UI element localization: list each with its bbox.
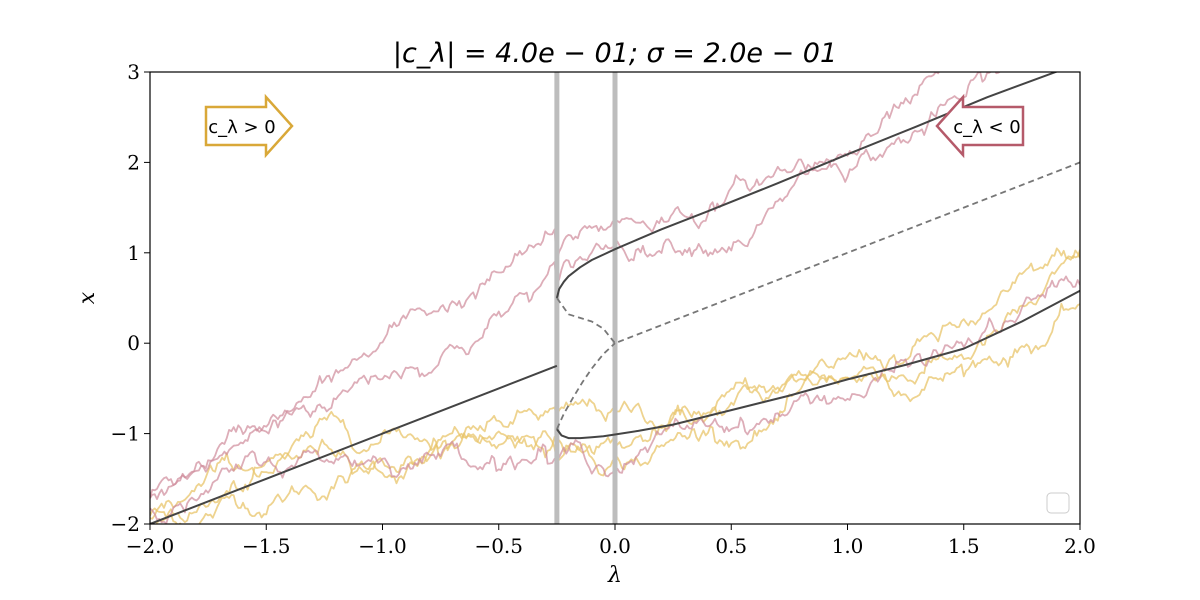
x-tick-label: 0.5 xyxy=(715,534,747,558)
annotation-arrow-right: c_λ > 0 xyxy=(204,93,294,159)
x-tick-label: −1.5 xyxy=(242,534,291,558)
x-tick-label: −0.5 xyxy=(474,534,523,558)
series-line-2 xyxy=(556,289,1080,440)
x-tick-label: 1.0 xyxy=(832,534,864,558)
y-tick-label: 3 xyxy=(127,60,140,84)
x-axis-label: λ xyxy=(607,563,622,588)
y-tick-label: −1 xyxy=(111,422,140,446)
arrow-left-shape xyxy=(935,93,1025,159)
arrow-right-shape xyxy=(204,93,294,159)
y-tick-label: 0 xyxy=(127,331,140,355)
y-axis: −2 −1 0 1 2 3 xyxy=(111,60,150,536)
plot-area xyxy=(150,72,1080,524)
series-line-1 xyxy=(555,72,1059,299)
x-axis: −2.0 −1.5 −1.0 −0.5 0.0 0.5 1.0 1.5 2.0 xyxy=(126,524,1096,558)
y-axis-label: x xyxy=(75,291,100,304)
annotation-arrow-left: c_λ < 0 xyxy=(935,93,1025,159)
chart-title: |c_λ| = 4.0e − 01; σ = 2.0e − 01 xyxy=(393,38,837,69)
series-line-0 xyxy=(150,364,558,524)
annotation-positive-label: c_λ > 0 xyxy=(208,117,276,138)
annotation-negative-label: c_λ < 0 xyxy=(953,117,1021,138)
y-tick-label: −2 xyxy=(111,512,140,536)
x-tick-label: 2.0 xyxy=(1064,534,1096,558)
y-tick-label: 2 xyxy=(127,150,140,174)
x-tick-label: 1.5 xyxy=(948,534,980,558)
x-tick-label: −1.0 xyxy=(358,534,407,558)
x-tick-label: −2.0 xyxy=(126,534,175,558)
y-tick-label: 1 xyxy=(127,241,140,265)
legend-box xyxy=(1046,492,1070,514)
x-tick-label: 0.0 xyxy=(599,534,631,558)
series-line-4 xyxy=(556,342,616,430)
